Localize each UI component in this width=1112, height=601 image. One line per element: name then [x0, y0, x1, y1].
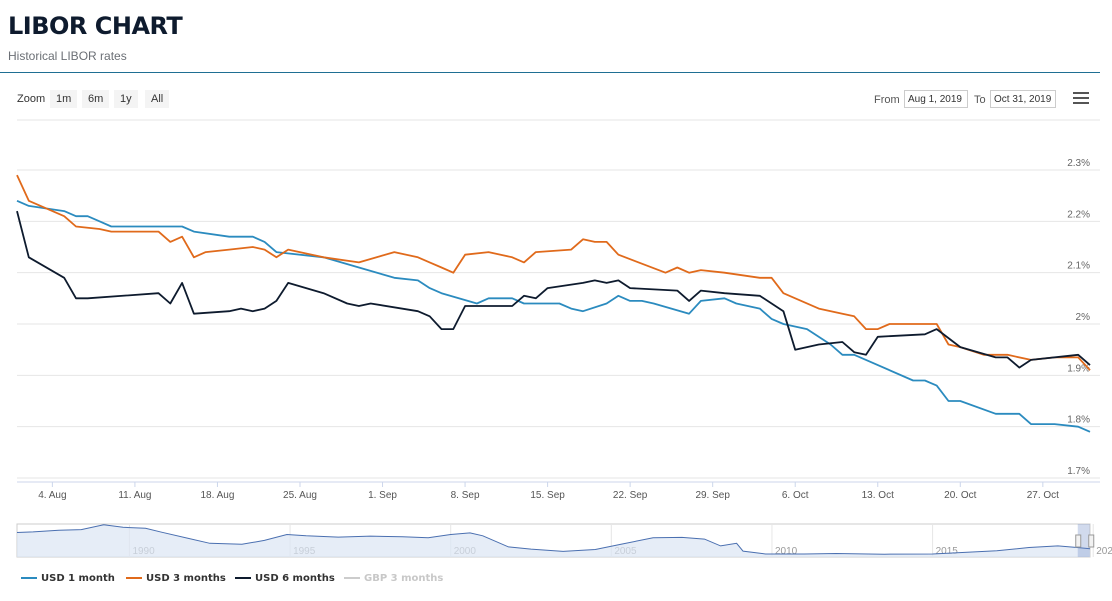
navigator-year-label: 2020 [1096, 546, 1112, 557]
page-subtitle: Historical LIBOR rates [8, 49, 127, 63]
x-tick-label: 6. Oct [782, 490, 809, 501]
y-axis-tick-labels: 1.7% 1.8% 1.9% 2% 2.1% 2.2% 2.3% [1067, 158, 1090, 477]
x-tick-label: 29. Sep [695, 490, 730, 501]
x-tick-label: 20. Oct [944, 490, 976, 501]
x-tick-label: 27. Oct [1027, 490, 1059, 501]
x-tick-label: 18. Aug [200, 490, 234, 501]
navigator-selected-range[interactable] [1077, 524, 1090, 557]
series-line-usd-1-month[interactable] [16, 199, 1091, 433]
y-tick-label: 2% [1076, 312, 1091, 323]
legend-swatch-usd-3-months [126, 577, 142, 579]
x-tick-label: 4. Aug [38, 490, 66, 501]
page-title: LIBOR CHART [8, 12, 183, 40]
y-tick-label: 1.9% [1067, 363, 1090, 374]
zoom-1m-button[interactable]: 1m [50, 90, 78, 108]
legend-usd-6-months[interactable]: USD 6 months [235, 573, 335, 584]
legend-usd-3-months[interactable]: USD 3 months [126, 573, 226, 584]
navigator-year-label: 2010 [775, 546, 798, 557]
legend-label: GBP 3 months [364, 573, 444, 584]
title-divider [0, 72, 1100, 73]
legend-label: USD 6 months [255, 573, 335, 584]
navigator-area [17, 524, 1090, 557]
x-tick-label: 8. Sep [451, 490, 480, 501]
legend-gbp-3-months[interactable]: GBP 3 months [344, 573, 443, 584]
x-tick-label: 22. Sep [613, 490, 648, 501]
x-tick-label: 15. Sep [530, 490, 565, 501]
navigator-handle-right[interactable] [1088, 534, 1095, 548]
legend-usd-1-month[interactable]: USD 1 month [21, 573, 115, 584]
y-tick-label: 1.8% [1067, 415, 1090, 426]
y-tick-label: 2.3% [1067, 158, 1090, 169]
range-to-label: To [974, 94, 986, 106]
chart-series [16, 174, 1091, 433]
legend-swatch-gbp-3-months [344, 577, 360, 579]
x-axis-tick-labels: 4. Aug 11. Aug 18. Aug 25. Aug 1. Sep 8. Sep 1… [38, 490, 1059, 501]
zoom-1y-button[interactable]: 1y [114, 90, 138, 108]
zoom-label: Zoom [17, 93, 46, 105]
y-tick-label: 2.1% [1067, 261, 1090, 272]
range-navigator: 1990199520002005201020152020 [16, 523, 1112, 558]
legend-swatch-usd-1-month [21, 577, 37, 579]
x-tick-label: 13. Oct [862, 490, 894, 501]
legend-swatch-usd-6-months [235, 577, 251, 579]
hamburger-menu-icon[interactable] [1073, 92, 1089, 106]
zoom-6m-button[interactable]: 6m [82, 90, 110, 108]
x-tick-label: 11. Aug [118, 490, 151, 501]
y-tick-label: 2.2% [1067, 209, 1090, 220]
x-tick-label: 1. Sep [368, 490, 397, 501]
series-line-usd-3-months[interactable] [16, 174, 1091, 371]
navigator-year-label: 2015 [936, 546, 959, 557]
range-to-input[interactable] [990, 90, 1056, 108]
navigator-line [16, 524, 1091, 555]
series-line-usd-6-months[interactable] [16, 210, 1091, 369]
legend-label: USD 1 month [41, 573, 115, 584]
x-tick-label: 25. Aug [283, 490, 317, 501]
zoom-all-button[interactable]: All [145, 90, 170, 108]
y-tick-label: 1.7% [1067, 466, 1090, 477]
legend-label: USD 3 months [146, 573, 226, 584]
range-from-input[interactable] [904, 90, 968, 108]
navigator-handle-left[interactable] [1075, 534, 1082, 548]
range-from-label: From [874, 94, 900, 106]
